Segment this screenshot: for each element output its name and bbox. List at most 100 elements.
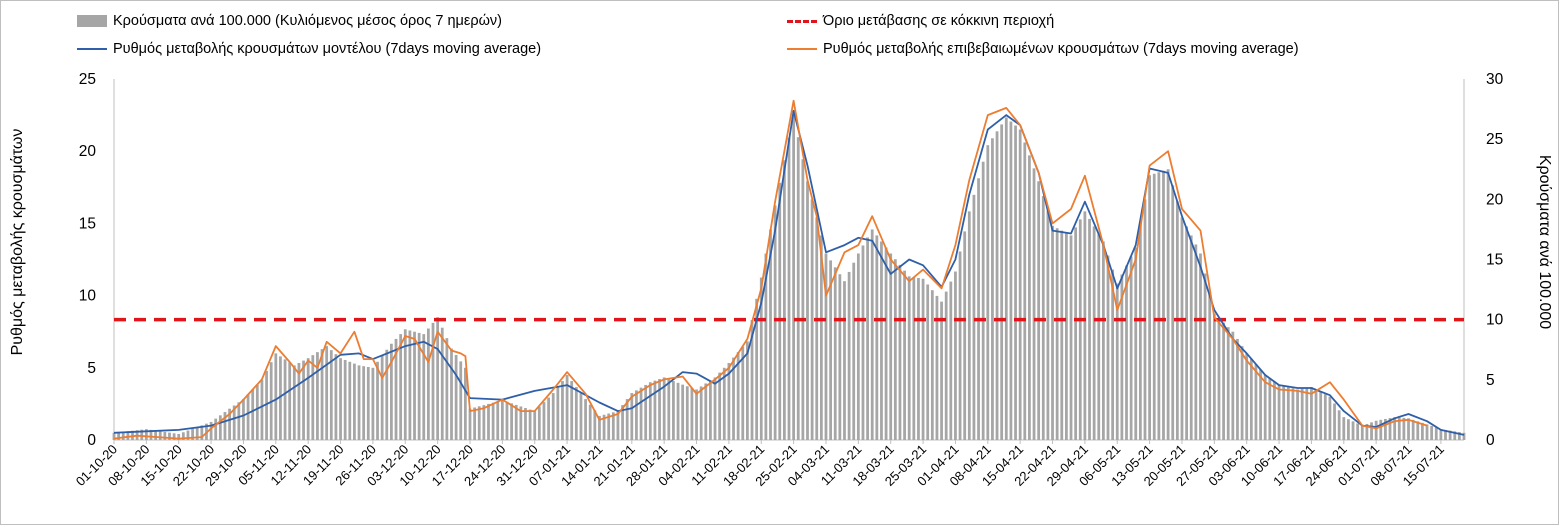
bar <box>838 274 842 440</box>
bar <box>371 367 375 440</box>
legend-item-model: Ρυθμός μεταβολής κρουσμάτων μοντέλου (7d… <box>77 41 541 57</box>
bar <box>454 354 458 440</box>
y-tick-left: 5 <box>87 360 96 377</box>
y-tick-left: 10 <box>79 288 97 305</box>
bar <box>787 137 791 440</box>
bar <box>149 429 153 440</box>
bar <box>926 284 930 440</box>
bar <box>500 400 504 440</box>
bar <box>348 361 352 440</box>
bar <box>353 363 356 440</box>
bar <box>362 366 366 440</box>
bar <box>880 241 883 440</box>
bar <box>1448 430 1452 440</box>
bar <box>852 262 856 440</box>
bar <box>598 415 601 440</box>
legend-item-confirmed: Ρυθμός μεταβολής επιβεβαιωμένων κρουσμάτ… <box>787 41 1299 57</box>
bar <box>1314 389 1318 440</box>
bar <box>1129 256 1133 440</box>
bar <box>833 267 837 440</box>
bar <box>209 421 213 440</box>
bar <box>917 277 920 440</box>
bar <box>121 431 125 440</box>
bar <box>847 271 851 440</box>
bar <box>154 430 157 440</box>
bar <box>1434 427 1438 440</box>
bar <box>528 409 532 440</box>
bar <box>944 291 948 440</box>
bar <box>1360 425 1364 440</box>
bar <box>630 393 634 440</box>
bar <box>1111 269 1115 440</box>
bar <box>727 362 731 440</box>
bar <box>1152 173 1156 440</box>
bar <box>1074 227 1078 440</box>
bar <box>385 349 389 440</box>
bar <box>1180 217 1184 440</box>
y-tick-right: 20 <box>1486 191 1504 208</box>
bar <box>1014 125 1017 440</box>
y-tick-left: 20 <box>79 143 97 160</box>
bar <box>1125 265 1128 440</box>
bar <box>977 178 980 440</box>
bar <box>1065 233 1068 440</box>
bar <box>177 433 181 440</box>
bar <box>570 381 574 440</box>
bar <box>551 393 555 440</box>
bar <box>255 384 259 440</box>
bar <box>759 277 763 440</box>
bar <box>625 399 629 440</box>
y-axis-right-title: Κρούσματα ανά 100.000 <box>1536 155 1553 329</box>
legend-item-threshold: Όριο μετάβασης σε κόκκινη περιοχή <box>787 13 1054 29</box>
bar <box>1291 388 1295 440</box>
bar <box>1134 247 1138 440</box>
bar <box>1088 218 1091 440</box>
bar <box>1203 273 1207 440</box>
bar <box>1305 387 1309 440</box>
bar <box>704 383 708 440</box>
legend-swatch-threshold <box>787 19 817 23</box>
bar <box>1374 420 1378 440</box>
bar <box>861 245 865 440</box>
bar <box>510 403 513 440</box>
legend-swatch-confirmed <box>787 48 817 50</box>
bar <box>1379 419 1383 440</box>
bar <box>306 358 310 440</box>
bar <box>1004 117 1008 441</box>
bar <box>463 367 467 440</box>
bar <box>991 138 994 440</box>
bar <box>329 350 333 440</box>
bar <box>524 408 527 440</box>
bar <box>972 194 976 440</box>
bar <box>648 382 652 440</box>
bar <box>431 322 435 440</box>
bar <box>1245 353 1249 440</box>
y-tick-right: 10 <box>1486 312 1504 329</box>
bar <box>426 328 430 440</box>
bar <box>390 343 393 440</box>
bar <box>1171 185 1175 440</box>
bar <box>806 181 809 441</box>
bar <box>232 405 236 440</box>
bar <box>824 253 828 440</box>
bar <box>1092 226 1096 440</box>
bar <box>667 379 671 440</box>
bar <box>496 401 500 440</box>
bar <box>690 387 694 440</box>
y-tick-left: 0 <box>87 432 96 449</box>
bar <box>1069 235 1073 440</box>
bar <box>325 346 329 440</box>
bar <box>611 412 615 440</box>
bar <box>547 397 550 440</box>
bar <box>1319 391 1323 440</box>
bar <box>875 235 879 440</box>
bar <box>1018 129 1022 441</box>
bar <box>140 429 144 440</box>
bar <box>764 253 768 440</box>
bar <box>283 359 287 440</box>
legend-item-bars: Κρούσματα ανά 100.000 (Κυλιόμενος μέσος … <box>77 13 502 29</box>
bar <box>907 276 911 440</box>
bar <box>251 389 255 440</box>
bar <box>1430 425 1434 440</box>
